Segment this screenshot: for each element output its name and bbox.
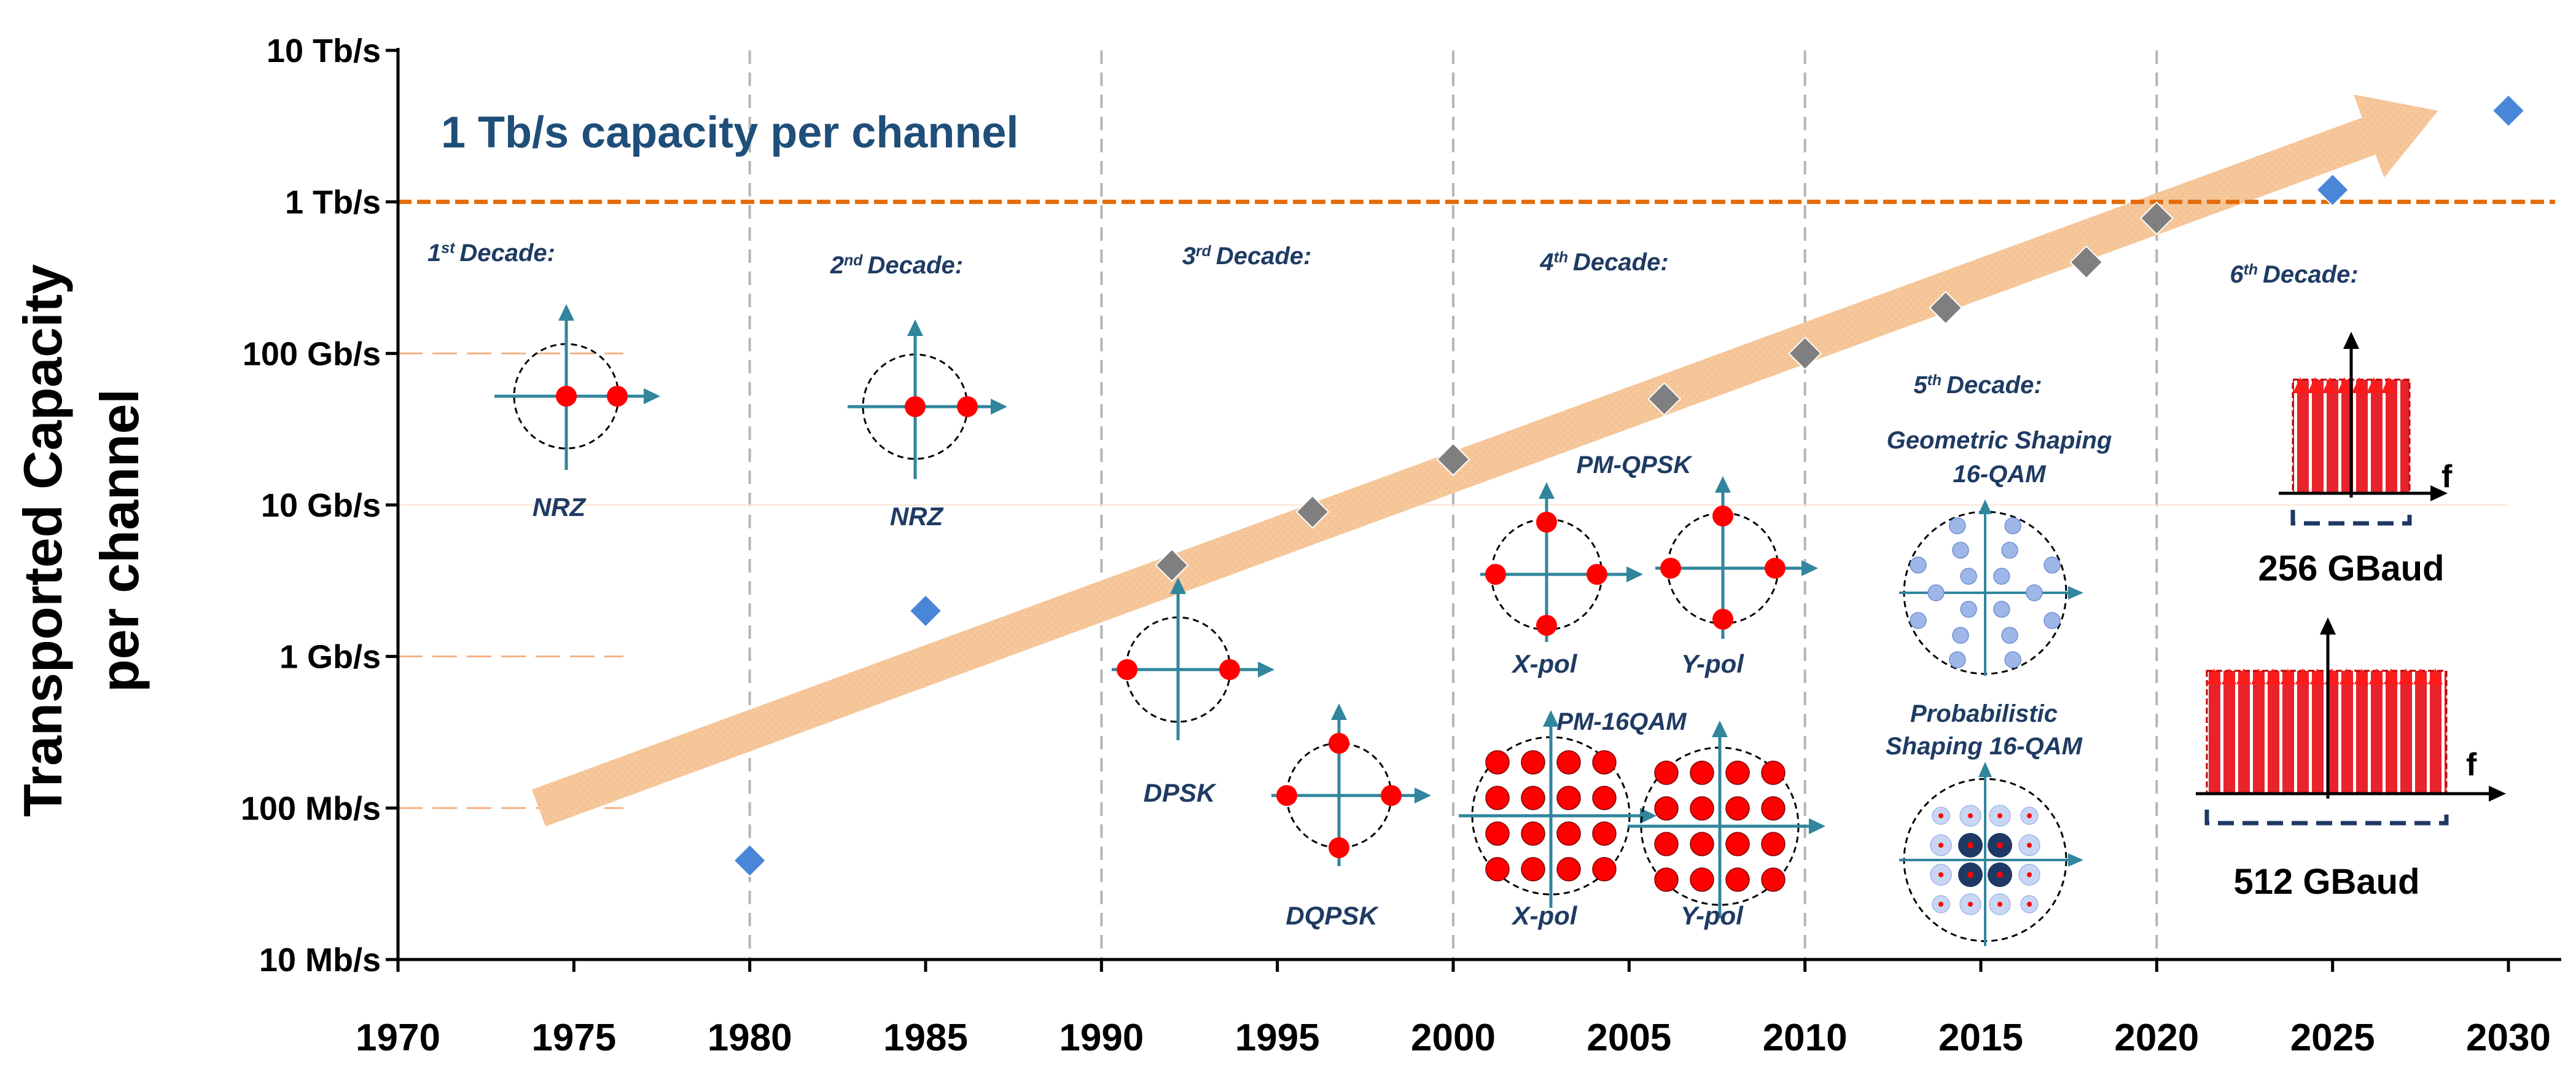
- y-tick-label: 10 Gb/s: [261, 487, 381, 524]
- data-point-1980: [733, 843, 767, 878]
- nrz-2-constellation: [848, 319, 1007, 479]
- nrz-2-label: NRZ: [890, 502, 944, 531]
- dqpsk-label: DQPSK: [1286, 901, 1379, 931]
- reference-line-label: 1 Tb/s capacity per channel: [441, 108, 1018, 157]
- x-tick-label: 1970: [356, 1017, 440, 1059]
- x-tick-label: 2030: [2466, 1017, 2551, 1059]
- y-tick-label: 10 Tb/s: [267, 33, 381, 69]
- x-tick-label: 2025: [2290, 1017, 2375, 1059]
- geometric-shaping-constellation: [1899, 499, 2083, 676]
- x-pol-label-1: X-pol: [1512, 649, 1578, 678]
- trend-arrow: [532, 94, 2438, 827]
- probabilistic-shaping-label-1: Probabilistic: [1910, 700, 2058, 727]
- data-point-2020: [2139, 201, 2174, 235]
- x-tick-label: 1990: [1059, 1017, 1144, 1059]
- dpsk-label: DPSK: [1144, 778, 1217, 807]
- x-tick-label: 2000: [1411, 1017, 1496, 1059]
- y-axis-title: Transported Capacity per channel: [12, 264, 150, 817]
- data-point-2006: [1647, 382, 1682, 416]
- data-point-2014: [1929, 291, 1963, 325]
- spectrum-256-peaks: [2293, 377, 2396, 393]
- pm-qpsk-y-constellation: [1655, 476, 1818, 639]
- nrz-1-constellation: [494, 304, 660, 470]
- pm-16qam-label: PM-16QAM: [1556, 708, 1687, 735]
- pm-qpsk-label: PM-QPSK: [1577, 452, 1693, 479]
- y-tick-label: 10 Mb/s: [259, 942, 381, 979]
- freq-axis-label-2: f: [2466, 747, 2477, 783]
- decade-4-label: 4th Decade:: [1539, 249, 1668, 276]
- y-tick-label: 100 Mb/s: [241, 790, 381, 827]
- data-point-1992: [1155, 548, 1189, 582]
- x-tick-label: 2020: [2114, 1017, 2199, 1059]
- geometric-shaping-label-1: Geometric Shaping: [1887, 427, 2112, 454]
- probabilistic-shaping-constellation: [1899, 762, 2083, 946]
- y-pol-label-2: Y-pol: [1680, 901, 1744, 930]
- x-tick-label: 2005: [1587, 1017, 1671, 1059]
- freq-axis-label-1: f: [2441, 459, 2453, 495]
- pm-qpsk-x-constellation: [1480, 482, 1643, 642]
- y-pol-label-1: Y-pol: [1681, 649, 1744, 678]
- x-tick-label: 1985: [883, 1017, 968, 1059]
- x-tick-label: 2015: [1938, 1017, 2023, 1059]
- pm-16qam-y-constellation: [1628, 721, 1825, 918]
- y-axis-title-line1: Transported Capacity: [12, 264, 73, 817]
- data-point-1996: [1295, 495, 1330, 529]
- spectrum-512-peaks: [2207, 668, 2443, 684]
- y-tick-labels: 10 Mb/s 100 Mb/s 1 Gb/s 10 Gb/s 100 Gb/s 1 Tb…: [241, 33, 398, 979]
- y-tick-label: 100 Gb/s: [243, 335, 381, 372]
- decade-6-label: 6th Decade:: [2230, 261, 2358, 288]
- y-tick-label: 1 Gb/s: [279, 639, 381, 676]
- x-pol-label-2: X-pol: [1512, 901, 1578, 930]
- decade-3-label: 3rd Decade:: [1182, 243, 1312, 270]
- dqpsk-constellation: [1271, 703, 1431, 866]
- x-tick-label: 2010: [1763, 1017, 1848, 1059]
- spectrum-256gbaud: f: [2279, 332, 2453, 526]
- data-point-1985: [908, 593, 943, 628]
- trend-arrow-layer: [532, 94, 2438, 827]
- dpsk-constellation: [1112, 577, 1274, 740]
- nrz-1-label: NRZ: [533, 493, 587, 522]
- data-point-2010: [1788, 336, 1822, 370]
- probabilistic-shaping-label-2: Shaping 16-QAM: [1886, 733, 2083, 760]
- y-tick-label: 1 Tb/s: [285, 184, 381, 221]
- decade-2-label: 2nd Decade:: [830, 252, 963, 279]
- data-point-2018: [2069, 245, 2104, 280]
- decade-5-label: 5th Decade:: [1913, 372, 2042, 399]
- x-tick-label: 1995: [1235, 1017, 1320, 1059]
- data-point-2025: [2316, 173, 2350, 207]
- decade-1-label: 1st Decade:: [427, 240, 555, 267]
- x-tick-label: 1980: [708, 1017, 792, 1059]
- baud-512-label: 512 GBaud: [2234, 862, 2420, 902]
- pm-16qam-x-constellation: [1459, 710, 1657, 908]
- data-points: [733, 93, 2526, 878]
- data-point-2000: [1436, 442, 1470, 477]
- baud-256-label: 256 GBaud: [2258, 549, 2445, 588]
- geometric-shaping-label-2: 16-QAM: [1953, 461, 2047, 488]
- y-axis-title-line2: per channel: [89, 389, 150, 692]
- spectrum-512gbaud: f: [2196, 617, 2506, 826]
- x-tick-label: 1975: [531, 1017, 616, 1059]
- x-tick-labels: 1970 1975 1980 1985 1990 1995 2000 2005 2010 2015…: [356, 960, 2551, 1059]
- annotations: 1 Tb/s capacity per channel 1st Decade: N…: [427, 108, 2506, 946]
- data-point-2030: [2491, 93, 2526, 128]
